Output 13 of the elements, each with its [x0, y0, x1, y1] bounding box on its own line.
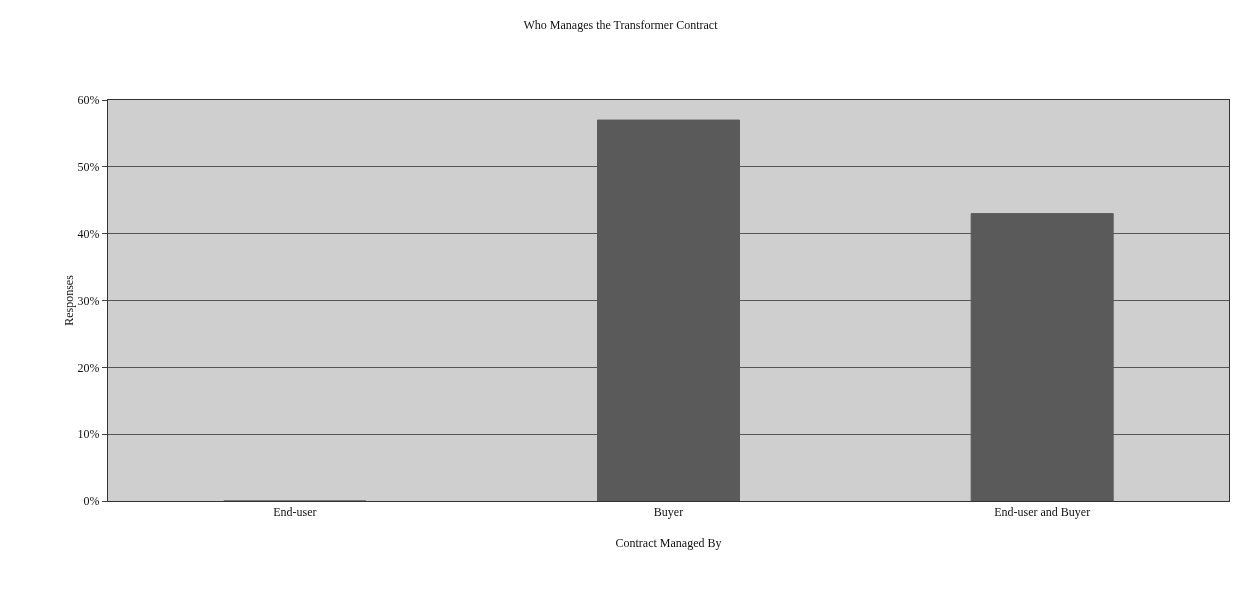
- x-tick-label: Buyer: [653, 505, 684, 520]
- x-axis-title: Contract Managed By: [615, 536, 722, 550]
- y-tick-label: 10%: [77, 427, 100, 442]
- y-tick-label: 20%: [77, 360, 100, 375]
- x-tick-label: End-user: [273, 505, 317, 520]
- y-tick-label: 60%: [77, 93, 100, 108]
- chart-title: Who Manages the Transformer Contract: [523, 18, 719, 33]
- x-tick-label: End-user and Buyer: [994, 505, 1091, 520]
- y-tick-label: 40%: [77, 226, 100, 241]
- y-tick-label: 0%: [83, 494, 100, 509]
- y-tick-label: 30%: [77, 293, 100, 308]
- y-tick-label: 50%: [77, 160, 100, 175]
- y-axis-title: Responses: [61, 274, 76, 326]
